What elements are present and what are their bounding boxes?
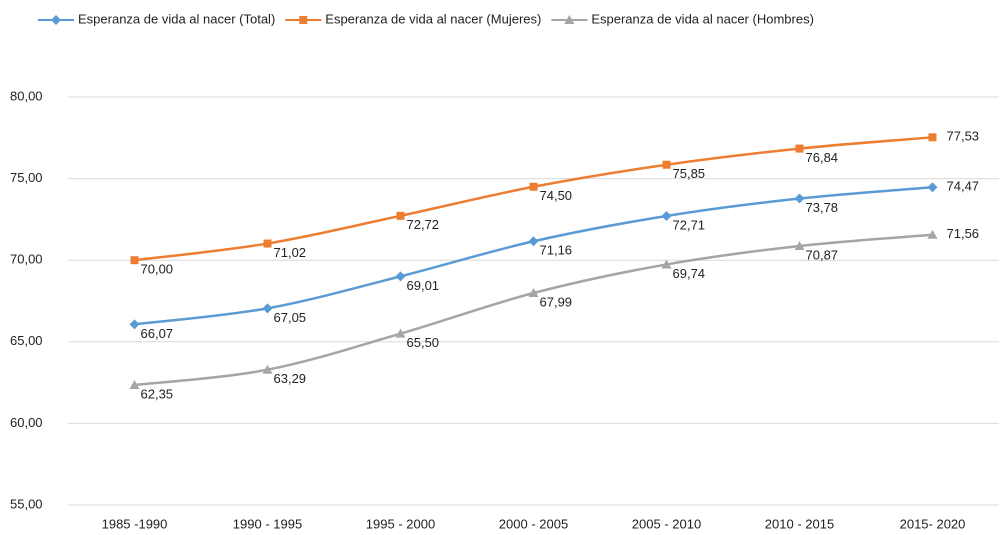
- data-label: 67,99: [540, 294, 573, 309]
- y-tick-label: 70,00: [10, 252, 43, 267]
- data-point: [928, 133, 937, 142]
- x-tick-label: 1995 - 2000: [366, 516, 435, 531]
- data-label: 71,56: [947, 226, 980, 241]
- data-point: [528, 236, 539, 247]
- x-tick-label: 2000 - 2005: [499, 516, 568, 531]
- legend-label: Esperanza de vida al nacer (Total): [78, 11, 275, 26]
- y-tick-label: 65,00: [10, 333, 43, 348]
- data-point: [528, 288, 539, 298]
- data-label: 70,87: [806, 247, 839, 262]
- x-tick-label: 2005 - 2010: [632, 516, 701, 531]
- data-point: [795, 144, 804, 153]
- data-point: [129, 319, 140, 330]
- data-label: 62,35: [141, 386, 174, 401]
- x-tick-label: 2010 - 2015: [765, 516, 834, 531]
- data-label: 72,72: [407, 217, 440, 232]
- data-point: [395, 271, 406, 282]
- data-point: [262, 303, 273, 314]
- data-label: 71,16: [540, 243, 573, 258]
- data-point: [129, 380, 140, 390]
- data-label: 69,01: [407, 278, 440, 293]
- data-point: [661, 210, 672, 221]
- legend-label: Esperanza de vida al nacer (Mujeres): [325, 11, 541, 26]
- data-label: 77,53: [947, 129, 980, 144]
- data-point: [661, 259, 672, 269]
- data-label: 72,71: [673, 217, 706, 232]
- data-point: [396, 211, 405, 220]
- data-point: [262, 364, 273, 374]
- legend-marker: [51, 15, 61, 25]
- data-label: 75,85: [673, 166, 706, 181]
- y-tick-label: 60,00: [10, 415, 43, 430]
- legend-marker: [564, 15, 575, 24]
- data-label: 74,47: [947, 179, 980, 194]
- data-point: [794, 241, 805, 251]
- data-label: 76,84: [806, 150, 839, 165]
- data-point: [927, 182, 938, 193]
- data-label: 69,74: [673, 266, 706, 281]
- data-label: 73,78: [806, 200, 839, 215]
- x-tick-label: 1985 -1990: [102, 516, 168, 531]
- data-label: 66,07: [141, 326, 174, 341]
- data-label: 70,00: [141, 262, 174, 277]
- data-label: 65,50: [407, 335, 440, 350]
- data-point: [395, 328, 406, 338]
- data-label: 74,50: [540, 188, 573, 203]
- legend-label: Esperanza de vida al nacer (Hombres): [591, 11, 814, 26]
- data-point: [927, 229, 938, 239]
- data-point: [263, 239, 272, 248]
- x-tick-label: 2015- 2020: [900, 516, 966, 531]
- y-tick-label: 75,00: [10, 170, 43, 185]
- data-label: 67,05: [274, 310, 307, 325]
- data-point: [130, 256, 139, 265]
- data-label: 71,02: [274, 245, 307, 260]
- data-point: [794, 193, 805, 204]
- y-tick-label: 55,00: [10, 496, 43, 511]
- legend-marker: [299, 16, 308, 24]
- data-label: 63,29: [274, 371, 307, 386]
- data-point: [662, 160, 671, 169]
- x-tick-label: 1990 - 1995: [233, 516, 302, 531]
- y-tick-label: 80,00: [10, 88, 43, 103]
- data-point: [529, 182, 538, 191]
